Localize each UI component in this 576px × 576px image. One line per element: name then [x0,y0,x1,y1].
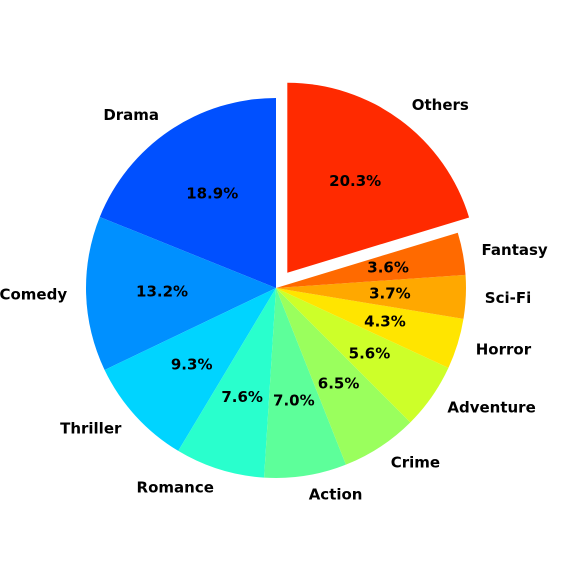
category-label-crime: Crime [391,454,440,472]
percent-label-romance: 7.6% [221,388,263,406]
category-labels: Drama Comedy Thriller Romance Action Crime Adv… [0,96,548,504]
percent-label-action: 7.0% [273,392,315,410]
category-label-fantasy: Fantasy [482,241,548,259]
percent-label-thriller: 9.3% [171,356,213,374]
percent-label-others: 20.3% [329,172,381,190]
category-label-romance: Romance [137,479,214,497]
category-label-sci-fi: Sci-Fi [485,289,531,307]
percent-labels: 18.9% 13.2% 9.3% 7.6% 7.0%6.5% 5.6% 4.3% 3.7% 3.… [136,172,411,409]
percent-label-comedy: 13.2% [136,283,188,301]
slice-sci-fi [276,274,467,319]
slice-comedy [86,216,276,370]
category-label-thriller: Thriller [60,420,122,438]
category-label-comedy: Comedy [0,286,67,304]
percent-label-crime: 6.5% [318,374,360,392]
category-label-action: Action [309,485,363,503]
category-label-adventure: Adventure [447,399,535,417]
slice-drama [99,98,276,288]
category-label-drama: Drama [103,106,159,124]
percent-label-adventure: 5.6% [349,344,391,362]
category-label-others: Others [412,96,469,114]
pie-slices [86,82,470,479]
slice-romance [178,288,276,478]
percent-label-sci-fi: 3.7% [369,284,411,302]
slice-crime [276,288,411,465]
slice-horror [276,288,464,368]
slice-others [287,82,470,273]
category-label-horror: Horror [476,340,532,358]
slice-thriller [104,288,277,451]
slice-action [264,288,346,479]
slice-adventure [276,288,449,423]
percent-label-drama: 18.9% [186,185,238,203]
slice-fantasy [276,232,466,288]
percent-label-horror: 4.3% [364,313,406,331]
percent-label-fantasy: 3.6% [367,258,409,276]
